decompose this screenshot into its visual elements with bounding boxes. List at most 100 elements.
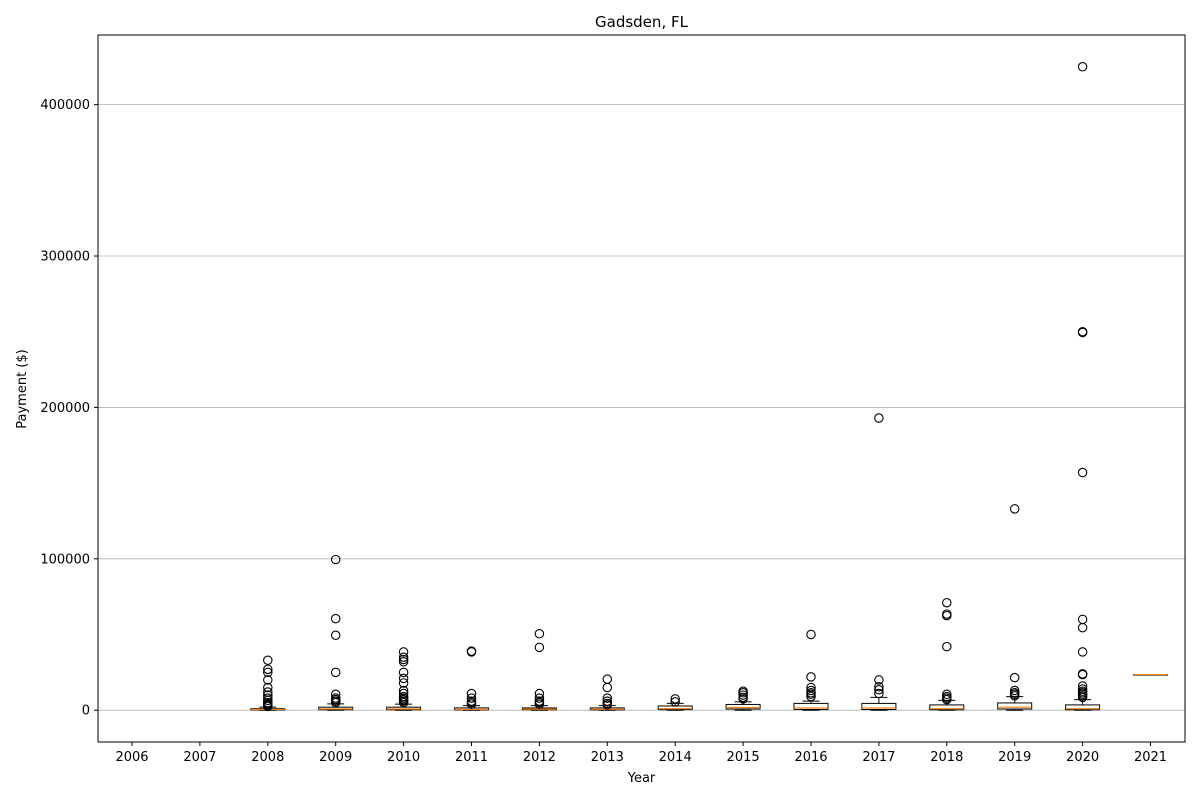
flier-point: [398, 678, 409, 688]
flier-point: [1077, 692, 1088, 703]
box-2013: [589, 674, 625, 711]
flier-point: [806, 682, 816, 693]
flier-point: [670, 694, 680, 704]
x-tick-label: 2018: [930, 750, 963, 765]
x-axis-label: Year: [627, 771, 656, 786]
flier-point: [1009, 685, 1020, 696]
box-2018: [929, 597, 965, 711]
flier-point: [1009, 691, 1020, 701]
box-2016: [793, 629, 829, 711]
box-group: [250, 62, 1168, 712]
flier-point: [466, 699, 477, 709]
flier-point: [466, 647, 477, 657]
flier-point: [398, 685, 409, 696]
flier-point: [466, 693, 477, 703]
flier-point: [1077, 467, 1088, 478]
flier-point: [942, 597, 952, 608]
flier-point: [670, 697, 680, 707]
flier-point: [534, 693, 545, 703]
flier-point: [806, 629, 816, 640]
flier-point: [942, 689, 952, 700]
flier-point: [1009, 504, 1020, 514]
box-2010: [386, 647, 422, 711]
flier-point: [1077, 614, 1088, 625]
flier-point: [738, 694, 748, 704]
plot-frame: [97, 34, 1186, 743]
box-2011: [454, 646, 489, 711]
flier-point: [263, 664, 273, 675]
flier-point: [942, 641, 952, 652]
flier-point: [1077, 622, 1088, 633]
x-tick-label: 2020: [1066, 750, 1099, 765]
box-2021: [1133, 674, 1168, 676]
box-2017: [861, 413, 897, 711]
flier-point: [263, 690, 273, 700]
y-axis-label: Payment ($): [15, 349, 30, 428]
flier-point: [806, 689, 816, 700]
flier-point: [534, 642, 545, 653]
box-rect: [793, 702, 829, 710]
y-tick-label: 100000: [40, 552, 90, 567]
grid-lines: [98, 104, 1185, 711]
flier-point: [466, 688, 477, 699]
y-tick-label: 200000: [40, 401, 90, 416]
box-rect: [725, 703, 761, 710]
box-2009: [318, 554, 354, 711]
x-tick-label: 2017: [862, 750, 895, 765]
flier-point: [1077, 327, 1088, 338]
x-tick-label: 2007: [183, 750, 216, 765]
flier-point: [263, 675, 273, 685]
flier-point: [398, 697, 409, 708]
x-tick-label: 2006: [115, 750, 148, 765]
y-tick-label: 400000: [40, 98, 90, 113]
flier-point: [874, 685, 884, 695]
x-tick-label: 2009: [319, 750, 352, 765]
box-2015: [725, 686, 761, 711]
x-tick-label: 2012: [523, 750, 556, 765]
box-rect: [861, 702, 897, 710]
flier-point: [942, 694, 952, 705]
flier-point: [263, 667, 273, 678]
chart-title: Gadsden, FL: [595, 13, 689, 31]
x-tick-label: 2008: [251, 750, 284, 765]
flier-point: [398, 688, 409, 699]
flier-point: [738, 688, 748, 698]
flier-point: [874, 675, 884, 685]
flier-point: [534, 629, 545, 639]
box-rect: [1065, 704, 1101, 711]
flier-point: [806, 691, 816, 702]
x-tick-label: 2016: [794, 750, 827, 765]
flier-point: [398, 647, 409, 657]
flier-point: [398, 667, 409, 678]
flier-point: [330, 630, 341, 641]
flier-point: [398, 673, 409, 684]
flier-point: [1077, 647, 1088, 657]
flier-point: [330, 697, 341, 708]
box-2012: [521, 629, 557, 711]
flier-point: [263, 682, 273, 693]
x-tick-label: 2011: [455, 750, 488, 765]
flier-point: [398, 654, 409, 665]
y-tick-label: 0: [82, 704, 90, 719]
flier-point: [942, 610, 952, 621]
flier-point: [398, 652, 409, 662]
y-axis: 0 100000 200000 300000 400000: [40, 98, 98, 719]
flier-point: [738, 690, 748, 700]
box-2008: [250, 655, 286, 712]
flier-point: [874, 688, 884, 699]
x-axis: 2006 2007 2008 2009 2010 2011 2012 2013 2014 2015…: [115, 742, 1167, 765]
box-rect: [929, 704, 965, 711]
flier-point: [602, 674, 613, 684]
flier-point: [806, 672, 816, 682]
box-2014: [657, 694, 693, 711]
x-tick-label: 2013: [591, 750, 624, 765]
flier-point: [602, 696, 613, 706]
flier-point: [534, 699, 545, 709]
x-tick-label: 2014: [659, 750, 692, 765]
flier-point: [263, 701, 273, 712]
box-rect: [997, 702, 1033, 710]
flier-point: [602, 700, 613, 710]
flier-point: [602, 682, 613, 693]
x-tick-label: 2010: [387, 750, 420, 765]
